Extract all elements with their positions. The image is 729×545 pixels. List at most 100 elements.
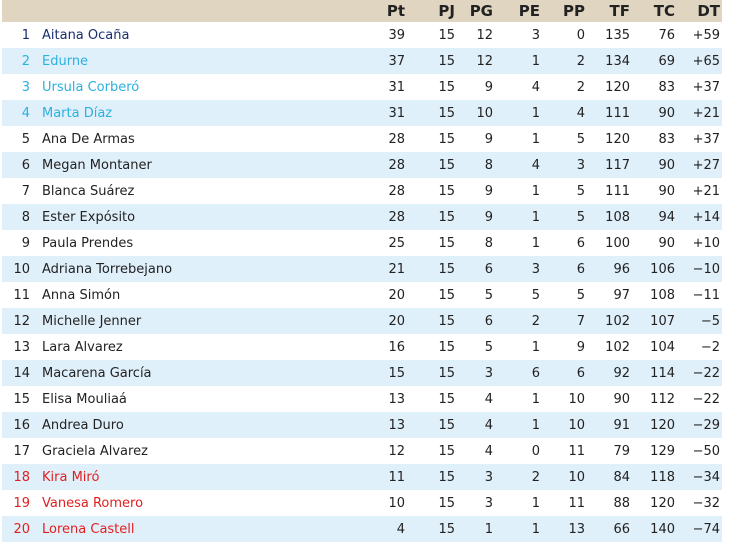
stat-pt: 20 [388,287,405,303]
team-name-link[interactable]: Elisa Mouliaá [42,391,127,407]
stat-pg: 6 [484,313,493,329]
team-name-link[interactable]: Edurne [42,53,89,69]
position: 20 [13,521,30,537]
stat-tf: 79 [613,443,630,459]
stat-tf: 91 [613,417,630,433]
stat-pe: 1 [531,209,540,225]
stat-dt: −11 [692,287,720,303]
team-name-link[interactable]: Anna Simón [42,287,121,303]
stat-pj: 15 [438,53,455,69]
position: 4 [21,105,30,121]
stat-pt: 37 [388,53,405,69]
stat-pp: 2 [576,79,585,95]
header-pt[interactable]: Pt [386,2,405,20]
stat-pj: 15 [438,287,455,303]
stat-pt: 21 [388,261,405,277]
team-name-link[interactable]: Paula Prendes [42,235,134,251]
team-name-link[interactable]: Aitana Ocaña [42,27,130,43]
stat-tf: 134 [605,53,630,69]
team-name-link[interactable]: Marta Díaz [42,105,113,121]
stat-tf: 102 [605,313,630,329]
stat-pt: 4 [396,521,405,537]
table-row: 20 Lorena Castell 4 15 1 1 13 66 140 −74 [2,516,722,542]
stat-dt: −22 [692,365,720,381]
stat-dt: +10 [692,235,720,251]
table-row: 13 Lara Alvarez 16 15 5 1 9 102 104 −2 [2,334,722,360]
stat-pe: 1 [531,417,540,433]
stat-pp: 5 [576,183,585,199]
position: 2 [21,53,30,69]
stat-pt: 39 [388,27,405,43]
stat-pg: 9 [484,183,493,199]
team-name-link[interactable]: Blanca Suárez [42,183,135,199]
stat-pe: 3 [531,27,540,43]
position: 7 [21,183,30,199]
stat-pj: 15 [438,183,455,199]
stat-pp: 2 [576,53,585,69]
stat-pp: 5 [576,287,585,303]
stat-pg: 5 [484,287,493,303]
team-name-link[interactable]: Adriana Torrebejano [42,261,173,277]
stat-pg: 4 [484,443,493,459]
table-row: 10 Adriana Torrebejano 21 15 6 3 6 96 106 −10 [2,256,722,282]
table-row: 6 Megan Montaner 28 15 8 4 3 117 90 +27 [2,152,722,178]
table-row: 5 Ana De Armas 28 15 9 1 5 120 83 +37 [2,126,722,152]
team-name-link[interactable]: Ester Expósito [42,209,136,225]
stat-tc: 120 [650,495,675,511]
team-name-link[interactable]: Lorena Castell [42,521,135,537]
header-pe[interactable]: PE [518,2,540,20]
stat-tc: 112 [650,391,675,407]
stat-tf: 96 [613,261,630,277]
stat-pe: 1 [531,339,540,355]
header-pg[interactable]: PG [469,2,493,20]
stat-tc: 129 [650,443,675,459]
table-row: 18 Kira Miró 11 15 3 2 10 84 118 −34 [2,464,722,490]
stat-dt: +37 [692,79,720,95]
stat-pg: 8 [484,157,493,173]
stat-dt: −32 [692,495,720,511]
stat-dt: −34 [692,469,720,485]
header-pp[interactable]: PP [563,2,585,20]
stat-pt: 31 [388,79,405,95]
position: 9 [21,235,30,251]
team-name-link[interactable]: Andrea Duro [42,417,124,433]
header-dt[interactable]: DT [697,2,720,20]
stat-pt: 28 [388,131,405,147]
stat-pj: 15 [438,131,455,147]
team-name-link[interactable]: Vanesa Romero [42,495,144,511]
stat-tf: 135 [605,27,630,43]
stat-pp: 13 [568,521,585,537]
stat-pe: 1 [531,105,540,121]
table-row: 15 Elisa Mouliaá 13 15 4 1 10 90 112 −22 [2,386,722,412]
team-name-link[interactable]: Ursula Corberó [42,79,140,95]
stat-pj: 15 [438,469,455,485]
stat-pj: 15 [438,417,455,433]
header-tf[interactable]: TF [609,2,630,20]
team-name-link[interactable]: Michelle Jenner [42,313,142,329]
team-name-link[interactable]: Macarena García [42,365,152,381]
header-tc[interactable]: TC [653,2,675,20]
position: 1 [21,27,30,43]
stat-pe: 1 [531,495,540,511]
stat-dt: −29 [692,417,720,433]
stat-tf: 102 [605,339,630,355]
team-name-link[interactable]: Lara Alvarez [42,339,123,355]
stat-pe: 5 [531,287,540,303]
position: 14 [13,365,30,381]
team-name-link[interactable]: Ana De Armas [42,131,135,147]
stat-pp: 6 [576,261,585,277]
table-row: 12 Michelle Jenner 20 15 6 2 7 102 107 −5 [2,308,722,334]
stat-pg: 12 [476,53,493,69]
stat-pp: 7 [576,313,585,329]
team-name-link[interactable]: Kira Miró [42,469,100,485]
team-name-link[interactable]: Graciela Alvarez [42,443,148,459]
stat-pg: 10 [476,105,493,121]
stat-pj: 15 [438,313,455,329]
table-row: 2 Edurne 37 15 12 1 2 134 69 +65 [2,48,722,74]
stat-pp: 3 [576,157,585,173]
header-pj[interactable]: PJ [438,2,455,20]
stat-dt: −22 [692,391,720,407]
team-name-link[interactable]: Megan Montaner [42,157,152,173]
table-row: 3 Ursula Corberó 31 15 9 4 2 120 83 +37 [2,74,722,100]
